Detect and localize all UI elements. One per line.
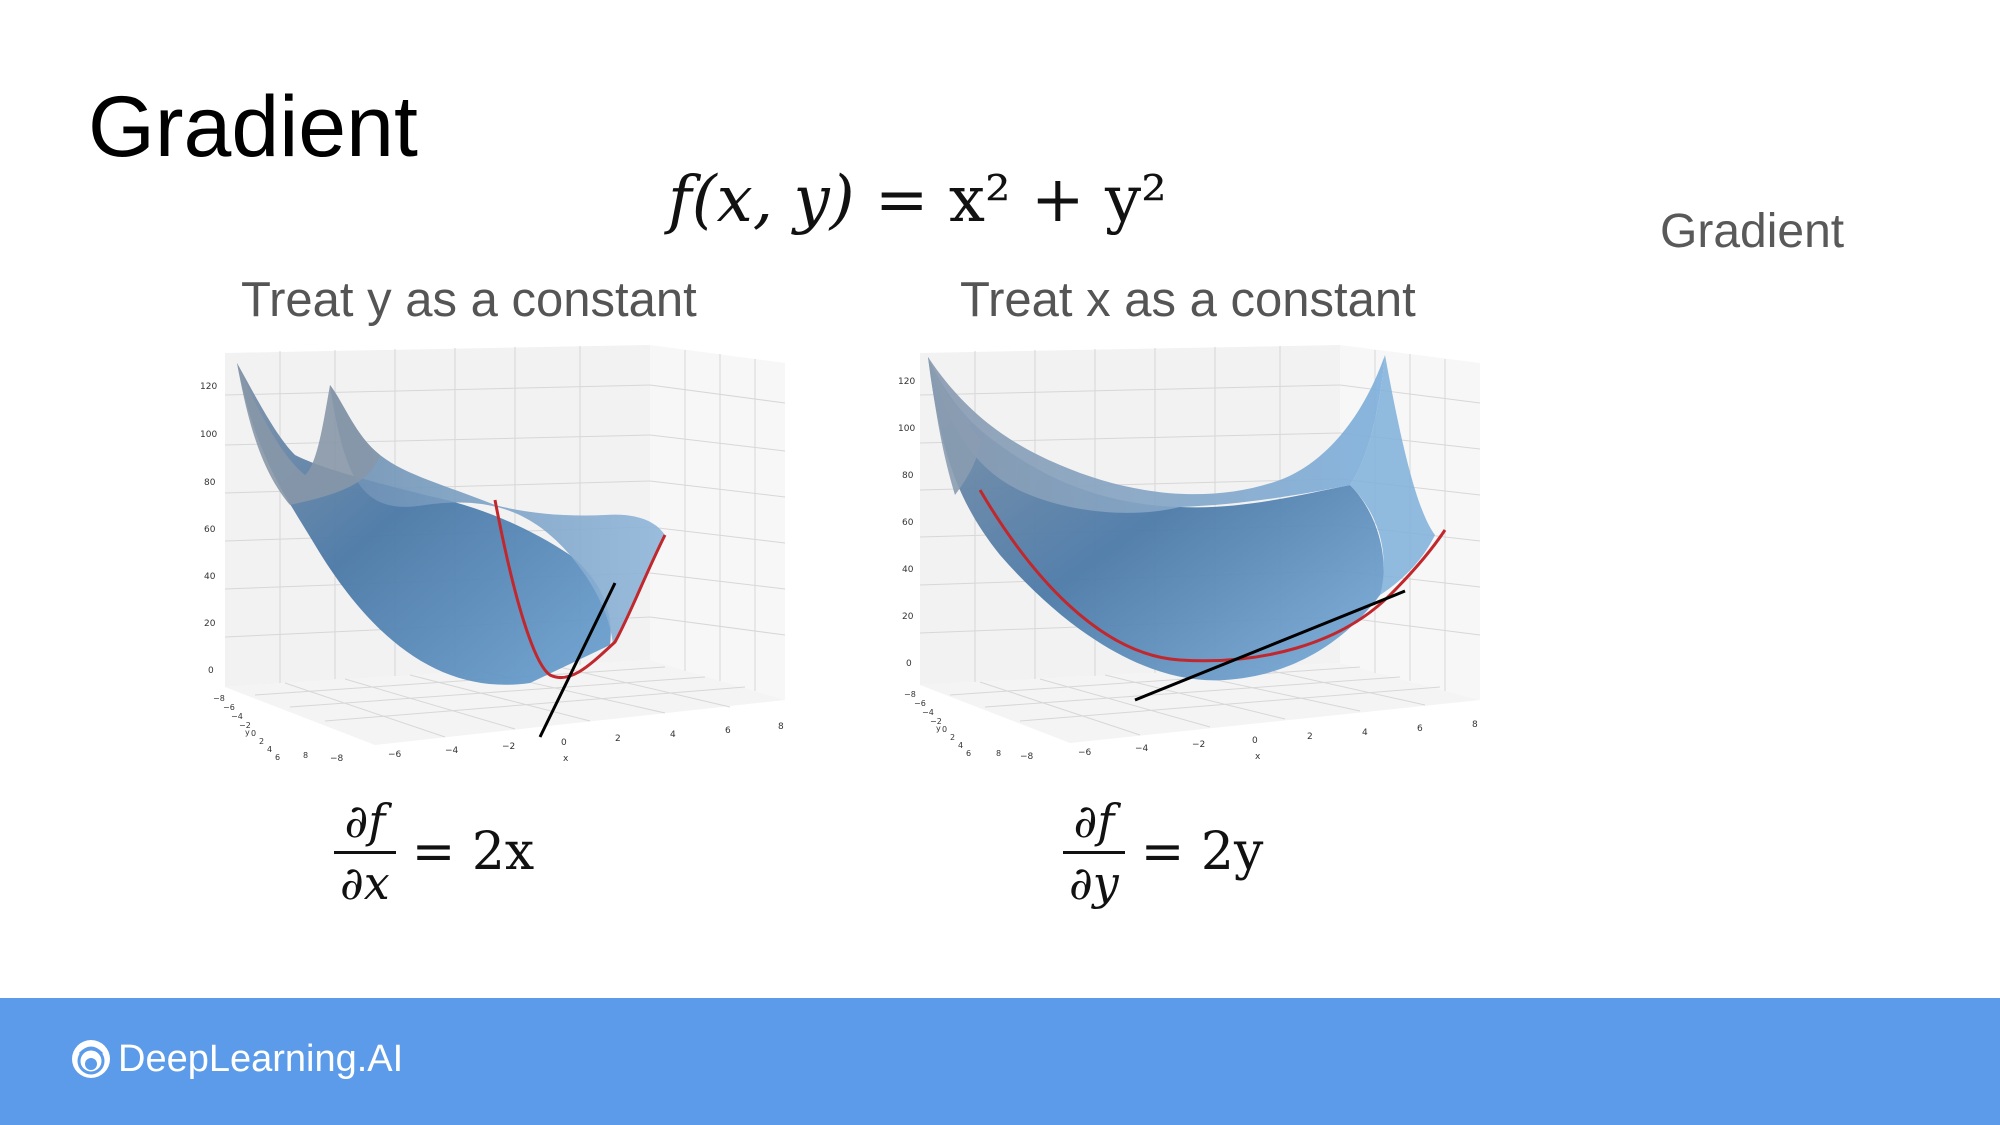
y-tick: 4 [958,741,963,750]
red-curve-y [978,489,1447,663]
x-axis-label: x [1255,752,1261,762]
x-tick: −2 [1192,740,1205,750]
z-tick: 120 [898,377,915,387]
derivative-result: = 2y [1140,822,1264,883]
x-tick: 8 [778,722,784,732]
z-tick: 100 [898,424,915,434]
y-tick: 8 [303,751,308,760]
y-tick: −8 [904,690,916,699]
z-tick: 60 [204,525,216,535]
y-tick: −2 [930,717,942,726]
x-tick: 4 [1362,728,1368,738]
y-tick: −2 [239,721,251,730]
z-tick: 0 [906,659,912,669]
x-tick: −6 [1078,748,1092,758]
y-tick: −8 [213,694,225,703]
y-tick: −6 [223,703,235,712]
z-tick: 40 [902,565,914,575]
y-tick: −6 [914,699,926,708]
y-axis-ticks: −8 −6 −4 −2 0 2 4 6 8 y [213,694,308,762]
fraction: ∂f ∂x [334,796,396,908]
slide-title: Gradient [88,79,418,175]
x-tick: −4 [1135,744,1149,754]
formula-rhs: = x² + y² [874,163,1167,237]
x-tick: 6 [725,726,731,736]
fraction-numerator: ∂f [344,794,386,848]
z-tick: 120 [200,382,217,392]
y-tick: 6 [966,749,971,758]
y-tick: 6 [275,753,280,762]
x-axis-label: x [563,754,569,764]
x-tick: −2 [502,742,515,752]
x-axis-ticks: −8 −6 −4 −2 0 2 4 6 8 x [1020,720,1478,762]
x-tick: 2 [615,734,621,744]
y-tick: 2 [259,737,264,746]
fraction: ∂f ∂y [1063,796,1125,908]
x-tick: 8 [1472,720,1478,730]
z-tick: 40 [204,572,216,582]
z-tick: 100 [200,430,217,440]
y-tick: 0 [942,725,947,734]
surface-plot-partial-x: 120 100 80 60 40 20 0 −8 −6 −4 −2 0 2 4 … [200,345,786,764]
y-axis-label: y [936,724,941,733]
derivative-result: = 2x [411,822,535,883]
y-tick: 2 [950,733,955,742]
z-tick: 0 [208,666,214,676]
caption-treat-y-constant: Treat y as a constant [241,273,697,327]
surface [928,355,1435,681]
y-tick: −4 [231,712,243,721]
partial-derivative-x: ∂f ∂x = 2x [334,796,534,908]
x-tick: 0 [561,738,567,748]
partial-derivative-y: ∂f ∂y = 2y [1063,796,1263,908]
x-tick: 4 [670,730,676,740]
fraction-numerator: ∂f [1073,794,1115,848]
footer-bar: DeepLearning.AI [0,998,2000,1125]
tangent-line-x [538,582,617,738]
surface-plot-partial-y: 120 100 80 60 40 20 0 −8 −6 −4 −2 0 2 4 … [898,345,1481,762]
z-tick: 20 [902,612,914,622]
function-formula: f(x, y) = x² + y² [668,168,1167,232]
x-tick: 6 [1417,724,1423,734]
z-tick: 60 [902,518,914,528]
y-tick: 0 [251,729,256,738]
z-tick: 80 [204,478,216,488]
y-tick: 8 [996,749,1001,758]
z-tick: 80 [902,471,914,481]
x-axis-ticks: −8 −6 −4 −2 0 2 4 6 8 x [330,722,784,764]
fraction-bar [1063,850,1125,854]
x-tick: −4 [445,746,459,756]
formula-lhs: f(x, y) [668,163,855,237]
z-axis-ticks: 120 100 80 60 40 20 0 [898,377,915,669]
y-axis-label: y [245,728,250,737]
fraction-bar [334,850,396,854]
x-tick: 0 [1252,736,1258,746]
deeplearning-logo-icon [72,1040,110,1078]
tangent-line-y [1134,589,1406,702]
fraction-denominator: ∂x [340,855,390,910]
y-axis-ticks: −8 −6 −4 −2 0 2 4 6 8 y [904,690,1001,758]
y-tick: 4 [267,745,272,754]
x-tick: −6 [388,750,402,760]
z-tick: 20 [204,619,216,629]
caption-treat-x-constant: Treat x as a constant [960,273,1416,327]
x-tick: −8 [330,754,344,764]
x-tick: 2 [1307,732,1313,742]
brand-logo: DeepLearning.AI [70,1038,403,1080]
brand-name: DeepLearning.AI [118,1038,404,1080]
fraction-denominator: ∂y [1069,855,1119,910]
z-axis-ticks: 120 100 80 60 40 20 0 [200,382,217,676]
section-label: Gradient [1660,205,1845,258]
y-tick: −4 [922,708,934,717]
x-tick: −8 [1020,752,1034,762]
